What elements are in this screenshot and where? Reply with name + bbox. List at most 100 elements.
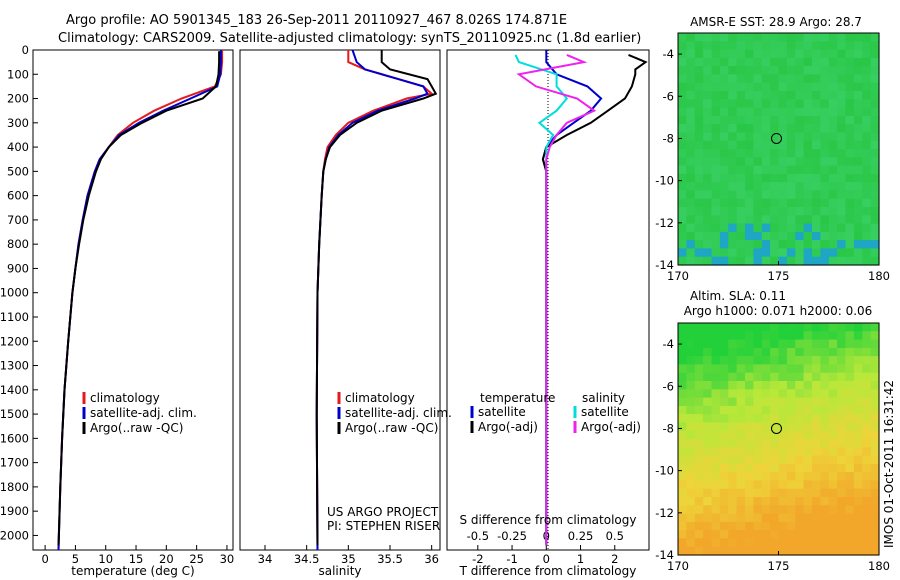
map-cell bbox=[870, 372, 880, 382]
map-cell bbox=[778, 381, 788, 390]
map-cell bbox=[728, 107, 738, 117]
map-cell bbox=[711, 488, 721, 498]
map-cell bbox=[753, 223, 763, 233]
map-cell bbox=[778, 165, 788, 175]
map-lat-label: -4 bbox=[663, 337, 674, 351]
map-cell bbox=[703, 124, 713, 133]
map-cell bbox=[761, 323, 771, 332]
map-cell bbox=[761, 33, 771, 42]
map-cell bbox=[862, 414, 872, 423]
map-cell bbox=[703, 347, 713, 357]
map-cell bbox=[719, 323, 729, 332]
map-cell bbox=[837, 463, 847, 473]
depth-tick-label: 500 bbox=[7, 164, 29, 178]
map-cell bbox=[795, 505, 805, 515]
map-cell bbox=[853, 546, 863, 556]
map-cell bbox=[686, 99, 696, 109]
map-cell bbox=[736, 364, 746, 374]
map-cell bbox=[778, 422, 788, 432]
map-cell bbox=[837, 439, 847, 448]
map-cell bbox=[728, 91, 738, 100]
map-cell bbox=[820, 99, 830, 109]
map-cell bbox=[845, 538, 855, 548]
map-cell bbox=[745, 480, 754, 490]
map-cell bbox=[837, 240, 847, 249]
map-cell bbox=[678, 33, 687, 42]
salinity-tick-label: 36 bbox=[424, 552, 439, 566]
map-cell bbox=[803, 530, 813, 539]
map-cell bbox=[828, 347, 838, 357]
map-cell bbox=[803, 256, 813, 266]
map-cell bbox=[678, 74, 687, 84]
map-cell bbox=[745, 132, 754, 142]
map-cell bbox=[803, 430, 813, 440]
map-cell bbox=[803, 215, 813, 225]
difference-series bbox=[514, 50, 648, 546]
map-cell bbox=[803, 190, 813, 200]
map-cell bbox=[820, 57, 830, 67]
map-cell bbox=[719, 231, 729, 241]
map-cell bbox=[812, 82, 821, 92]
map-cell bbox=[761, 414, 771, 423]
map-lat-label: -14 bbox=[655, 548, 674, 562]
map-cell bbox=[778, 538, 788, 548]
map-cell bbox=[745, 513, 754, 523]
map-cell bbox=[728, 115, 738, 125]
map-cell bbox=[862, 447, 872, 457]
map-cell bbox=[703, 422, 713, 432]
map-cell bbox=[820, 207, 830, 216]
map-cell bbox=[812, 372, 821, 382]
map-cell bbox=[870, 240, 880, 249]
map-cell bbox=[853, 480, 863, 490]
map-cell bbox=[745, 364, 754, 374]
temperature-plot-frame bbox=[32, 49, 234, 551]
map-cell bbox=[837, 198, 847, 208]
map-cell bbox=[853, 381, 863, 390]
map-cell bbox=[719, 497, 729, 506]
map-cell bbox=[870, 397, 880, 407]
map-cell bbox=[694, 480, 704, 490]
map-cell bbox=[753, 472, 763, 481]
map-cell bbox=[795, 414, 805, 423]
map-cell bbox=[786, 240, 796, 249]
map-cell bbox=[703, 223, 713, 233]
map-cell bbox=[728, 190, 738, 200]
map-cell bbox=[678, 414, 687, 423]
map-cell bbox=[745, 33, 754, 42]
map-cell bbox=[761, 339, 771, 349]
map-cell bbox=[853, 240, 863, 249]
map-cell bbox=[703, 513, 713, 523]
map-cell bbox=[845, 405, 855, 415]
map-cell bbox=[803, 331, 813, 341]
map-cell bbox=[753, 124, 763, 133]
map-cell bbox=[711, 198, 721, 208]
map-cell bbox=[753, 422, 763, 432]
map-cell bbox=[686, 149, 696, 158]
map-cell bbox=[862, 513, 872, 523]
map-cell bbox=[786, 157, 796, 167]
map-cell bbox=[686, 414, 696, 423]
series-line-salinity-argo-adj- bbox=[516, 53, 597, 546]
map-cell bbox=[837, 190, 847, 200]
map-cell bbox=[728, 455, 738, 465]
map-cell bbox=[795, 99, 805, 109]
map-cell bbox=[761, 132, 771, 142]
map-cell bbox=[837, 165, 847, 175]
map-cell bbox=[828, 190, 838, 200]
map-cell bbox=[678, 505, 687, 515]
map-cell bbox=[736, 231, 746, 241]
difference-legend: temperaturesatelliteArgo(-adj)salinitysa… bbox=[470, 391, 641, 434]
map-cell bbox=[837, 546, 847, 556]
map-cell bbox=[728, 372, 738, 382]
map-cell bbox=[770, 414, 780, 423]
map-cell bbox=[845, 546, 855, 556]
map-cell bbox=[686, 207, 696, 216]
map-cell bbox=[711, 356, 721, 365]
map-cell bbox=[703, 74, 713, 84]
map-cell bbox=[719, 530, 729, 539]
map-cell bbox=[862, 91, 872, 100]
map-cell bbox=[803, 356, 813, 365]
map-cell bbox=[736, 198, 746, 208]
map-cell bbox=[678, 190, 687, 200]
map-cell bbox=[803, 389, 813, 399]
